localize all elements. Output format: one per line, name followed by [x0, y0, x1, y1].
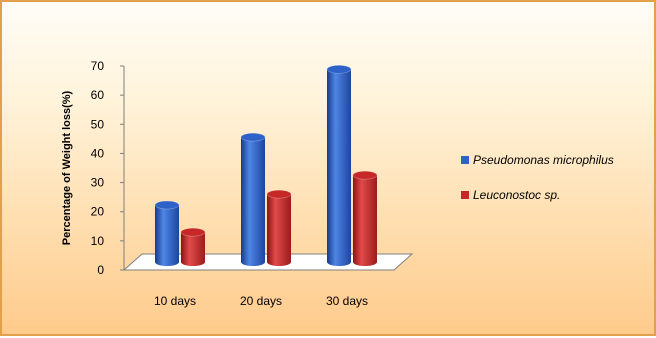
y-tick-label: 60: [91, 88, 105, 102]
y-tick-label: 30: [91, 176, 105, 190]
x-tick-label: 30 days: [326, 294, 368, 308]
bar: [266, 189, 292, 266]
x-tick-label: 20 days: [240, 294, 282, 308]
bar: [180, 227, 206, 266]
bar: [154, 200, 180, 266]
y-tick-label: 20: [91, 205, 105, 219]
y-tick-label: 10: [91, 234, 105, 248]
y-tick-label: 40: [91, 146, 105, 160]
y-tick-label: 70: [91, 59, 105, 73]
legend-label-0: Pseudomonas microphilus: [473, 153, 614, 167]
legend-swatch-0: [461, 156, 469, 164]
bar: [240, 132, 266, 266]
y-axis-label: Percentage of Weight loss(%): [61, 90, 73, 245]
y-tick-label: 50: [91, 117, 105, 131]
legend-label-1: Leuconostoc sp.: [473, 188, 560, 202]
bar: [326, 64, 352, 267]
bar: [352, 170, 378, 266]
legend-swatch-1: [461, 191, 469, 199]
y-tick-label: 0: [97, 263, 104, 277]
x-tick-label: 10 days: [154, 294, 196, 308]
